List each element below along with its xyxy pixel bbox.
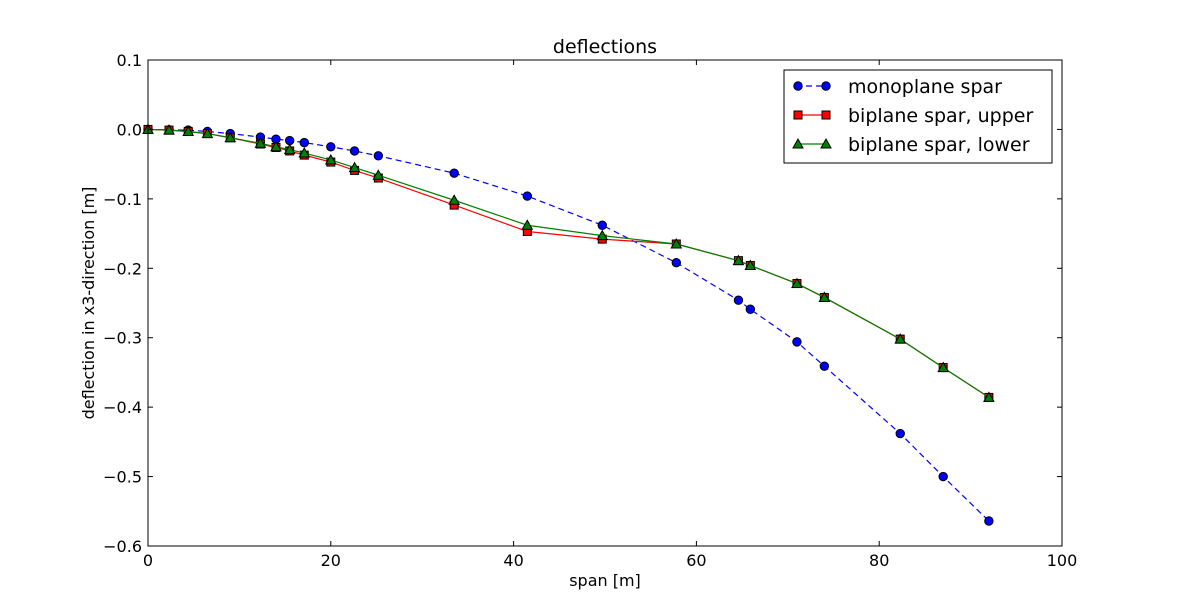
data-point xyxy=(163,124,175,135)
x-tick-label: 80 xyxy=(869,551,889,570)
data-point xyxy=(349,146,360,156)
data-point xyxy=(283,143,296,155)
legend-marker xyxy=(793,110,803,120)
data-point xyxy=(224,131,237,143)
x-tick-label: 100 xyxy=(1047,551,1078,570)
data-point xyxy=(732,254,745,266)
y-axis-label: deflection in x3-direction [m] xyxy=(79,187,98,420)
data-point xyxy=(348,161,361,173)
y-tick-label: −0.2 xyxy=(103,259,142,278)
data-point xyxy=(983,391,995,402)
y-tick-label: −0.1 xyxy=(103,190,142,209)
plot-frame xyxy=(147,59,1063,547)
y-tick-label: −0.6 xyxy=(103,537,142,556)
data-point xyxy=(597,220,607,230)
data-point xyxy=(270,140,282,152)
data-point xyxy=(745,304,756,314)
data-point xyxy=(596,229,609,241)
data-point xyxy=(984,516,994,526)
legend-label: monoplane spar xyxy=(848,76,1002,98)
y-tick-label: −0.5 xyxy=(103,468,142,487)
data-point xyxy=(449,168,459,178)
legend-marker xyxy=(821,110,831,120)
x-tick-label: 20 xyxy=(321,551,341,570)
data-point xyxy=(522,191,533,201)
data-point xyxy=(670,237,683,249)
data-point xyxy=(895,428,905,439)
data-point xyxy=(201,127,214,139)
y-tick-label: 0.1 xyxy=(117,51,142,70)
x-axis-label: span [m] xyxy=(569,571,641,590)
y-tick-label: 0.0 xyxy=(117,120,142,139)
data-point xyxy=(284,135,295,146)
data-point xyxy=(254,137,267,148)
data-point xyxy=(819,361,830,371)
legend-marker xyxy=(820,137,832,149)
legend-marker xyxy=(821,81,831,91)
legend-entry: biplane spar, upper xyxy=(793,105,1033,127)
data-point xyxy=(791,277,803,289)
data-point xyxy=(326,142,336,152)
data-point xyxy=(937,361,950,373)
data-point xyxy=(298,147,311,158)
data-point xyxy=(182,125,195,137)
series-layer xyxy=(142,123,995,526)
legend-label: biplane spar, lower xyxy=(848,134,1030,156)
chart-title: deflections xyxy=(553,36,657,58)
y-tick-label: −0.3 xyxy=(103,329,142,348)
data-point xyxy=(671,258,681,268)
legend-entry: monoplane spar xyxy=(793,76,1002,98)
data-point xyxy=(299,137,309,148)
data-point xyxy=(818,291,831,302)
legend-entries: monoplane spar biplane spar, upper biplane… xyxy=(792,76,1033,156)
legend-marker xyxy=(793,81,803,91)
data-point xyxy=(792,337,802,347)
series-2 xyxy=(142,123,995,402)
y-tick-label: −0.4 xyxy=(103,398,142,417)
data-point xyxy=(448,194,461,205)
data-point xyxy=(324,153,337,165)
x-tick-label: 0 xyxy=(143,551,153,570)
legend-entry: biplane spar, lower xyxy=(792,134,1030,156)
legend-label: biplane spar, upper xyxy=(848,105,1033,127)
x-tick-label: 40 xyxy=(503,551,523,570)
data-point xyxy=(373,151,384,161)
data-point xyxy=(744,259,757,271)
data-point xyxy=(894,333,907,344)
x-tick-label: 60 xyxy=(686,551,706,570)
tick-layer: 0 20 40 60 80 100 0.1 0.0 −0.1 −0.2 −0.3 −0.4 −0.5 −0… xyxy=(103,51,1077,570)
legend: monoplane spar biplane spar, upper biplane… xyxy=(783,69,1053,164)
data-point xyxy=(372,169,385,180)
data-point xyxy=(521,219,534,230)
data-point xyxy=(733,295,744,305)
data-point xyxy=(938,471,948,482)
legend-marker xyxy=(792,137,804,149)
